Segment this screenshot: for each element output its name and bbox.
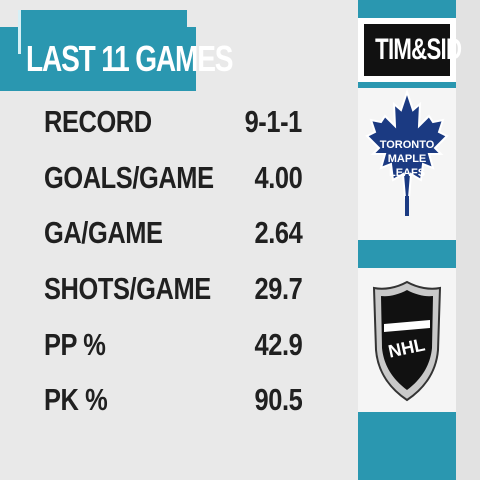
stat-label: GA/GAME xyxy=(44,215,163,250)
stat-row-ga-per-game: GA/GAME 2.64 xyxy=(0,213,340,253)
maple-leaf-icon: TORONTO MAPLE LEAFS xyxy=(365,88,449,216)
stat-value: 2.64 xyxy=(254,215,302,250)
stat-value: 42.9 xyxy=(254,327,302,362)
leafs-text-line2: MAPLE xyxy=(388,153,427,165)
sidebar-teal-band-upper xyxy=(358,82,456,88)
stat-value: 90.5 xyxy=(254,382,302,417)
sidebar-teal-band-middle xyxy=(358,240,456,268)
stat-row-pk-percent: PK % 90.5 xyxy=(0,380,340,420)
stat-row-record: RECORD 9-1-1 xyxy=(0,102,340,142)
stat-label: SHOTS/GAME xyxy=(44,271,211,306)
stat-value: 29.7 xyxy=(254,271,302,306)
show-logo-background xyxy=(364,24,450,76)
stat-row-shots-per-game: SHOTS/GAME 29.7 xyxy=(0,269,340,309)
stat-value: 4.00 xyxy=(254,160,302,195)
stat-label: GOALS/GAME xyxy=(44,160,214,195)
page-title: LAST 11 GAMES xyxy=(26,38,234,79)
stat-row-goals-per-game: GOALS/GAME 4.00 xyxy=(0,158,340,198)
stat-value: 9-1-1 xyxy=(244,104,303,139)
leafs-text-line1: TORONTO xyxy=(380,139,435,151)
stat-label: RECORD xyxy=(44,104,152,139)
nhl-shield-icon: NHL xyxy=(372,280,442,402)
stat-label: PP % xyxy=(44,327,106,362)
title-banner-accent xyxy=(18,10,187,54)
sidebar-teal-band-top xyxy=(358,0,456,18)
sidebar-right-stripe xyxy=(456,0,480,480)
leafs-text-line3: LEAFS xyxy=(389,167,425,179)
stat-row-pp-percent: PP % 42.9 xyxy=(0,325,340,365)
sidebar-teal-band-bottom xyxy=(358,412,456,480)
stat-label: PK % xyxy=(44,382,108,417)
show-logo: TIM&SID xyxy=(375,33,462,66)
